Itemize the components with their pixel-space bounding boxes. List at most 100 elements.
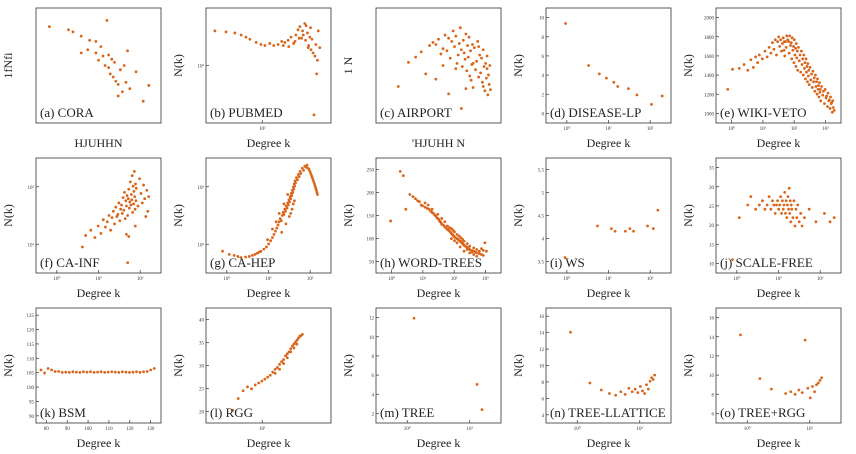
data-point: [131, 370, 135, 374]
data-point: [307, 167, 311, 171]
data-point: [262, 247, 266, 251]
data-point: [135, 370, 138, 374]
data-point: [277, 212, 281, 215]
data-point: [285, 352, 289, 356]
data-point: [785, 216, 789, 219]
data-point: [614, 393, 618, 397]
data-point: [763, 49, 767, 53]
y-tick-label: 10: [369, 336, 375, 341]
data-point: [757, 203, 761, 207]
data-point: [475, 383, 479, 386]
data-point: [236, 255, 240, 258]
y-tick-label: 4.5: [538, 215, 545, 220]
data-point: [99, 45, 103, 48]
y-tick-label: 1800: [704, 36, 715, 41]
data-point: [145, 370, 149, 373]
data-point: [776, 199, 780, 203]
data-point: [799, 49, 803, 53]
data-point: [291, 191, 295, 194]
data-point: [645, 383, 648, 387]
data-point: [271, 236, 274, 239]
data-point: [142, 370, 146, 374]
y-tick-label: 16: [539, 315, 545, 320]
x-axis-label: Degree k: [417, 286, 461, 300]
data-point: [800, 63, 804, 66]
y-tick-label: 12: [709, 355, 715, 360]
chart-svg-9: 3.5 4 4.5 5 5.5 10⁰ 10¹ 10² (i) WS N(k) Degree k: [511, 157, 672, 300]
data-point: [124, 80, 128, 84]
data-point: [296, 336, 300, 340]
y-tick-label: 14: [709, 336, 715, 341]
data-point: [832, 108, 836, 112]
data-point: [60, 371, 64, 374]
y-axis-label: N(k): [681, 54, 695, 77]
data-point: [481, 254, 485, 257]
y-tick-label: 8: [372, 355, 375, 360]
data-point: [731, 258, 734, 261]
chart-panel-12: 20 25 30 35 40 10¹ (l) RGG N(k) Degree k: [171, 306, 341, 454]
data-point: [809, 78, 813, 82]
x-axis-label: HJUHHN: [75, 136, 123, 150]
data-point: [769, 387, 773, 391]
y-tick-label: 14: [539, 332, 545, 337]
data-point: [742, 63, 746, 66]
data-point: [298, 25, 302, 29]
data-point: [396, 85, 400, 88]
data-point: [99, 370, 103, 374]
y-tick-label: 6: [542, 55, 545, 60]
data-point: [485, 54, 489, 58]
data-point: [784, 199, 788, 203]
data-point: [412, 316, 416, 320]
data-point: [304, 165, 308, 169]
data-point: [314, 186, 318, 190]
y-axis-label: N(k): [171, 54, 185, 77]
y-tick-label: 16: [709, 317, 715, 322]
data-point: [737, 66, 741, 70]
data-point: [737, 216, 741, 219]
chart-panel-7: 10² 10³ 10⁰ 10¹ 10² (g) CA-HEP N(k) Degree k: [171, 156, 341, 304]
data-point: [64, 370, 68, 374]
data-point: [293, 179, 297, 183]
data-point: [108, 72, 112, 76]
y-tick-label: 12: [539, 348, 545, 353]
data-point: [469, 78, 473, 82]
x-axis-label: Degree k: [417, 436, 461, 450]
data-point: [134, 182, 137, 186]
data-point: [318, 46, 322, 50]
y-tick-label: 10¹: [28, 242, 35, 248]
data-point: [147, 84, 151, 87]
data-point: [604, 76, 608, 80]
x-tick-label: 10⁰: [388, 276, 395, 282]
data-point: [110, 370, 114, 374]
data-point: [458, 245, 462, 249]
data-point: [476, 39, 480, 43]
data-point: [292, 42, 296, 45]
panel-label: (n) TREE-LLATTICE: [550, 405, 666, 420]
data-point: [418, 200, 421, 204]
data-point: [832, 216, 836, 219]
data-point: [286, 203, 290, 207]
data-point: [292, 187, 296, 191]
data-point: [784, 392, 788, 395]
data-point: [485, 67, 489, 71]
data-point: [88, 38, 91, 42]
data-point: [813, 73, 817, 77]
y-tick-label: 2000: [704, 17, 715, 22]
y-tick-label: 120: [27, 329, 35, 334]
y-tick-label: 0: [542, 112, 545, 117]
data-point: [423, 201, 427, 205]
chart-svg-3: (c) AIRPORT 1 N 'HJUHH N: [341, 7, 502, 150]
data-point: [118, 68, 122, 72]
data-point: [139, 192, 143, 195]
y-tick-label: 150: [367, 215, 375, 220]
x-tick-label: 130: [147, 427, 155, 432]
data-point: [273, 371, 277, 375]
data-point: [806, 386, 810, 390]
x-axis-label: Degree k: [757, 436, 801, 450]
data-point: [131, 210, 135, 214]
data-point: [819, 99, 823, 103]
data-point: [793, 53, 797, 57]
y-tick-label: 1600: [704, 55, 715, 60]
data-point: [815, 92, 819, 96]
data-point: [309, 26, 312, 30]
